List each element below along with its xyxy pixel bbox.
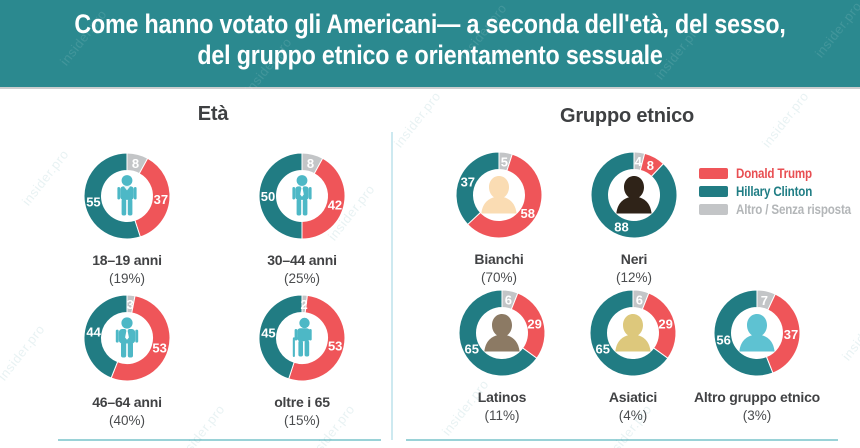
legend-item-trump: Donald Trump <box>699 166 860 181</box>
segment-value-trump: 29 <box>527 316 541 331</box>
young-man-icon <box>117 175 137 216</box>
segment-value-clinton: 50 <box>261 189 275 204</box>
other-color-swatch <box>699 204 728 215</box>
chart-label: Bianchi <box>474 251 524 267</box>
chart-share: (19%) <box>108 271 145 286</box>
donut-svg: 6 29 65 <box>589 289 677 377</box>
donut-chart-30-44-anni: 8 42 50 30–44 anni (25%) <box>222 150 382 286</box>
chart-label: 30–44 anni <box>267 252 337 268</box>
chart-share: (4%) <box>618 408 648 423</box>
insider-pro-watermark: insider.pro <box>758 88 812 151</box>
insider-pro-watermark: insider.pro <box>838 301 860 364</box>
segment-value-trump: 29 <box>658 316 672 331</box>
segment-value-trump: 53 <box>152 340 166 355</box>
segment-trump <box>288 294 346 382</box>
donut-svg: 2 53 45 <box>258 294 346 382</box>
page-title: Come hanno votato gli Americani— a secon… <box>0 9 860 71</box>
bottom-rule-left <box>58 439 381 441</box>
donut-chart-oltre-i-65: 2 53 45 oltre i 65 (15%) <box>222 292 382 428</box>
donut-chart-asiatici: 6 29 65 Asiatici (4%) <box>553 287 713 423</box>
segment-value-trump: 42 <box>328 197 342 212</box>
donut-svg: 4 888 <box>590 151 678 239</box>
chart-share: (25%) <box>283 271 320 286</box>
chart-label: Asiatici <box>608 389 658 405</box>
segment-value-other: 2 <box>301 297 308 312</box>
donut-chart-latinos: 6 29 65 Latinos (11%) <box>422 287 582 423</box>
segment-value-other: 5 <box>501 154 508 169</box>
chart-label: Neri <box>620 251 648 267</box>
chart-label: Latinos <box>477 389 527 405</box>
donut-chart-neri: 4 8 88 Neri (12%) <box>554 149 714 285</box>
segment-value-clinton: 37 <box>461 174 475 189</box>
donut-chart-18-19-anni: 8 37 55 18–19 anni (19%) <box>47 150 207 286</box>
segment-value-other: 6 <box>636 293 643 308</box>
bust-icon <box>481 176 517 214</box>
bust-icon <box>484 314 520 352</box>
chart-label: 46–64 anni <box>92 394 162 410</box>
insider-pro-watermark: insider.pro <box>390 88 444 151</box>
legend: Donald Trump Hillary Clinton Altro / Sen… <box>699 166 860 221</box>
segment-value-clinton: 56 <box>716 332 730 347</box>
section-title-gruppo-etnico: Gruppo etnico <box>559 105 695 127</box>
insider-pro-watermark: insider.pro <box>0 321 48 384</box>
legend-item-clinton: Hillary Clinton <box>699 184 860 199</box>
segment-value-other: 3 <box>127 297 134 312</box>
bust-icon <box>615 314 651 352</box>
segment-value-trump: 53 <box>328 338 342 353</box>
chart-share: (12%) <box>615 270 652 285</box>
donut-svg: 8 37 55 <box>83 152 171 240</box>
man-suit-icon <box>115 317 139 358</box>
donut-chart-46-64-anni: 3 53 44 46–64 anni (40%) <box>47 292 207 428</box>
chart-share: (15%) <box>283 413 320 428</box>
segment-value-trump: 8 <box>647 158 654 173</box>
donut-svg: 3 53 44 <box>83 294 171 382</box>
donut-svg: 8 42 50 <box>258 152 346 240</box>
segment-value-trump: 58 <box>520 206 534 221</box>
chart-share: (70%) <box>480 270 517 285</box>
donut-svg: 6 29 65 <box>458 289 546 377</box>
trump-color-swatch <box>699 168 728 179</box>
chart-label: Altro gruppo etnico <box>693 389 821 405</box>
segment-value-clinton: 44 <box>86 325 101 340</box>
segment-clinton <box>590 151 678 239</box>
man-tie-icon <box>292 175 312 216</box>
chart-label: 18–19 anni <box>92 252 162 268</box>
segment-value-other: 4 <box>635 154 643 169</box>
segment-value-clinton: 88 <box>614 220 628 235</box>
segment-value-clinton: 65 <box>464 341 478 356</box>
section-title-eta: Età <box>197 103 229 125</box>
page-title-line-1: Come hanno votato gli Americani— a secon… <box>74 9 786 39</box>
bust-icon <box>739 314 775 352</box>
legend-label-trump: Donald Trump <box>736 166 812 181</box>
legend-item-other: Altro / Senza risposta <box>699 202 860 217</box>
segment-value-other: 6 <box>505 293 512 308</box>
bust-icon <box>616 176 652 214</box>
segment-value-clinton: 55 <box>86 194 100 209</box>
chart-share: (3%) <box>742 408 772 423</box>
header: Come hanno votato gli Americani— a secon… <box>0 0 860 87</box>
segment-value-trump: 37 <box>784 327 798 342</box>
legend-label-other: Altro / Senza risposta <box>736 202 851 217</box>
donut-chart-altro-gruppo-etnico: 7 37 56 Altro gruppo etnico (3%) <box>677 287 837 423</box>
donut-svg: 5 58 37 <box>455 151 543 239</box>
bottom-rule-right <box>406 439 838 441</box>
chart-label: oltre i 65 <box>274 394 330 410</box>
segment-value-trump: 37 <box>154 192 168 207</box>
segment-value-other: 7 <box>761 293 768 308</box>
page-title-line-2: del gruppo etnico e orientamento sessual… <box>197 40 663 70</box>
clinton-color-swatch <box>699 186 728 197</box>
segment-value-clinton: 45 <box>261 326 275 341</box>
donut-svg: 7 37 56 <box>713 289 801 377</box>
segment-value-other: 8 <box>132 156 139 171</box>
chart-share: (40%) <box>108 413 145 428</box>
legend-label-clinton: Hillary Clinton <box>736 184 813 199</box>
chart-share: (11%) <box>484 408 520 423</box>
elderly-cane-icon <box>292 317 312 357</box>
donut-chart-bianchi: 5 58 37 Bianchi (70%) <box>419 149 579 285</box>
segment-value-clinton: 65 <box>595 341 609 356</box>
segment-value-other: 8 <box>307 156 314 171</box>
section-divider-line <box>391 132 393 440</box>
